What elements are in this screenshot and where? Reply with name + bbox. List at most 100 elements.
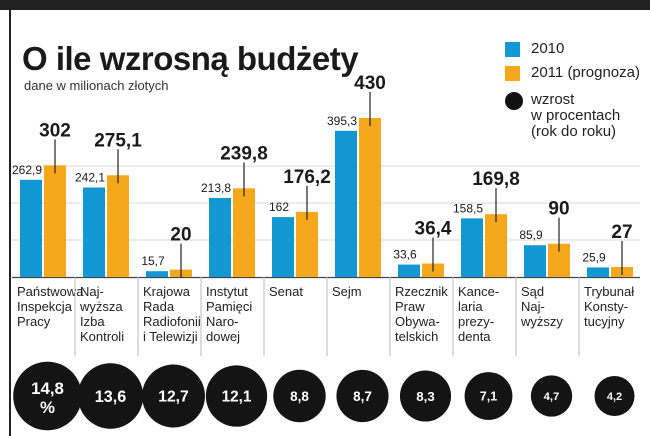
growth-circle-9 (594, 376, 635, 416)
value-label-2011-8: 90 (548, 199, 569, 220)
chart-subtitle: dane w milionach złotych (24, 78, 169, 93)
value-label-2011-3: 239,8 (220, 143, 268, 164)
growth-label-0: 14,8 (31, 379, 64, 398)
value-label-2011-4: 176,2 (283, 167, 331, 188)
growth-label-1: 13,6 (95, 388, 126, 406)
value-label-2010-8: 85,9 (519, 228, 543, 242)
bar-2010-8 (524, 245, 546, 277)
category-label-4-line-1: Senat (269, 284, 303, 299)
value-label-2011-0: 302 (39, 120, 71, 141)
value-label-2010-4: 162 (269, 200, 289, 214)
growth-circle-5 (336, 369, 389, 423)
bar-2010-4 (272, 217, 294, 277)
category-label-7-line-4: denta (458, 329, 491, 344)
category-label-1-line-1: Naj- (80, 284, 104, 299)
growth-circle-0 (13, 361, 82, 431)
bar-2010-6 (398, 264, 420, 277)
value-label-2011-1: 275,1 (94, 130, 142, 151)
category-label-0-line-1: Państwowa (17, 284, 84, 299)
value-label-2010-6: 33,6 (393, 248, 417, 262)
category-label-6-line-4: telskich (395, 329, 438, 344)
value-label-2010-5: 395,3 (327, 114, 357, 128)
value-label-2010-3: 213,8 (201, 181, 231, 195)
bar-2011-4 (296, 211, 318, 277)
legend-label-2011-note: (prognoza) (567, 64, 640, 81)
growth-unit-label: % (40, 398, 55, 417)
category-label-9-line-2: Konsty- (584, 299, 628, 314)
bar-2010-9 (587, 267, 609, 277)
bar-2010-5 (335, 130, 357, 277)
growth-label-9: 4,2 (607, 391, 622, 403)
chart-title: O ile wzrosną budżety (22, 40, 359, 77)
legend-growth-line-3: (rok do roku) (531, 123, 617, 140)
category-label-0-line-2: Inspekcja (17, 299, 73, 314)
category-label-3-line-4: dowej (206, 329, 240, 344)
legend-swatch-2010 (505, 42, 520, 57)
category-label-9-line-3: tucyjny (584, 314, 625, 329)
bar-2011-1 (107, 175, 129, 277)
value-label-2011-7: 169,8 (472, 169, 520, 190)
growth-label-7: 7,1 (480, 390, 498, 404)
growth-circle-6 (399, 370, 452, 422)
bar-2011-5 (359, 118, 381, 277)
value-label-2011-9: 27 (611, 222, 632, 243)
bar-2011-3 (233, 188, 255, 277)
bar-2010-7 (461, 218, 483, 277)
legend-label-2011: 2011 (prognoza) (531, 64, 640, 81)
category-label-8-line-3: wyższy (520, 314, 563, 329)
value-label-2011-2: 20 (170, 225, 191, 246)
bar-2010-3 (209, 197, 231, 277)
category-label-2-line-2: Rada (143, 299, 175, 314)
growth-label-6: 8,3 (416, 389, 434, 404)
category-label-7-line-3: prezy- (458, 314, 494, 329)
growth-label-5: 8,7 (353, 389, 372, 404)
value-label-2010-7: 158,5 (453, 201, 483, 215)
legend-growth-line-1: wzrost (531, 91, 575, 108)
bar-2011-7 (485, 214, 507, 277)
category-label-8-line-1: Sąd (521, 284, 544, 299)
growth-label-4: 8,8 (290, 389, 309, 404)
category-label-1-line-2: wyższa (79, 299, 123, 314)
value-label-2010-0: 262,9 (12, 163, 42, 177)
category-label-6-line-2: Praw (395, 299, 425, 314)
category-label-2-line-3: Radiofonii (143, 314, 201, 329)
category-label-7-line-1: Kance- (458, 284, 499, 299)
legend-label-2010: 2010 (531, 40, 565, 57)
growth-label-8: 4,7 (544, 391, 560, 403)
bar-2010-0 (20, 179, 42, 277)
top-rule (0, 0, 650, 10)
value-label-2011-5: 430 (354, 73, 386, 94)
category-label-2-line-4: i Telewizji (143, 329, 198, 344)
category-label-8-line-2: Naj- (521, 299, 545, 314)
category-label-7-line-2: laria (458, 299, 483, 314)
growth-circle-1 (77, 363, 144, 429)
legend-growth-dot (505, 92, 523, 110)
growth-label-3: 12,1 (222, 389, 252, 406)
category-label-3-line-3: Naro- (206, 314, 239, 329)
bar-2010-2 (146, 271, 168, 277)
bar-2011-8 (548, 243, 570, 277)
growth-circle-2 (142, 364, 205, 428)
category-label-1-line-4: Kontroli (80, 329, 124, 344)
category-label-2-line-1: Krajowa (143, 284, 191, 299)
category-label-3-line-1: Instytut (206, 284, 248, 299)
category-label-1-line-3: Izba (80, 314, 105, 329)
category-label-0-line-3: Pracy (17, 314, 51, 329)
legend-label-growth: wzrost w procentach (rok do roku) (531, 92, 620, 140)
category-label-5-line-1: Sejm (332, 284, 362, 299)
legend-label-2011-year: 2011 (531, 64, 564, 81)
legend-swatch-2011 (505, 66, 520, 81)
growth-circle-7 (464, 372, 513, 420)
value-label-2010-1: 242,1 (75, 170, 105, 184)
growth-circle-8 (530, 375, 573, 417)
value-label-2010-9: 25,9 (582, 250, 606, 264)
legend-growth-line-2: w procentach (531, 107, 621, 124)
value-label-2010-2: 15,7 (141, 254, 165, 268)
value-label-2011-6: 36,4 (415, 219, 452, 240)
growth-label-2: 12,7 (158, 389, 189, 406)
bar-2011-0 (44, 165, 66, 277)
category-label-6-line-1: Rzecznik (395, 284, 448, 299)
category-label-3-line-2: Pamięci (206, 299, 252, 314)
category-label-9-line-1: Trybunał (584, 284, 634, 299)
